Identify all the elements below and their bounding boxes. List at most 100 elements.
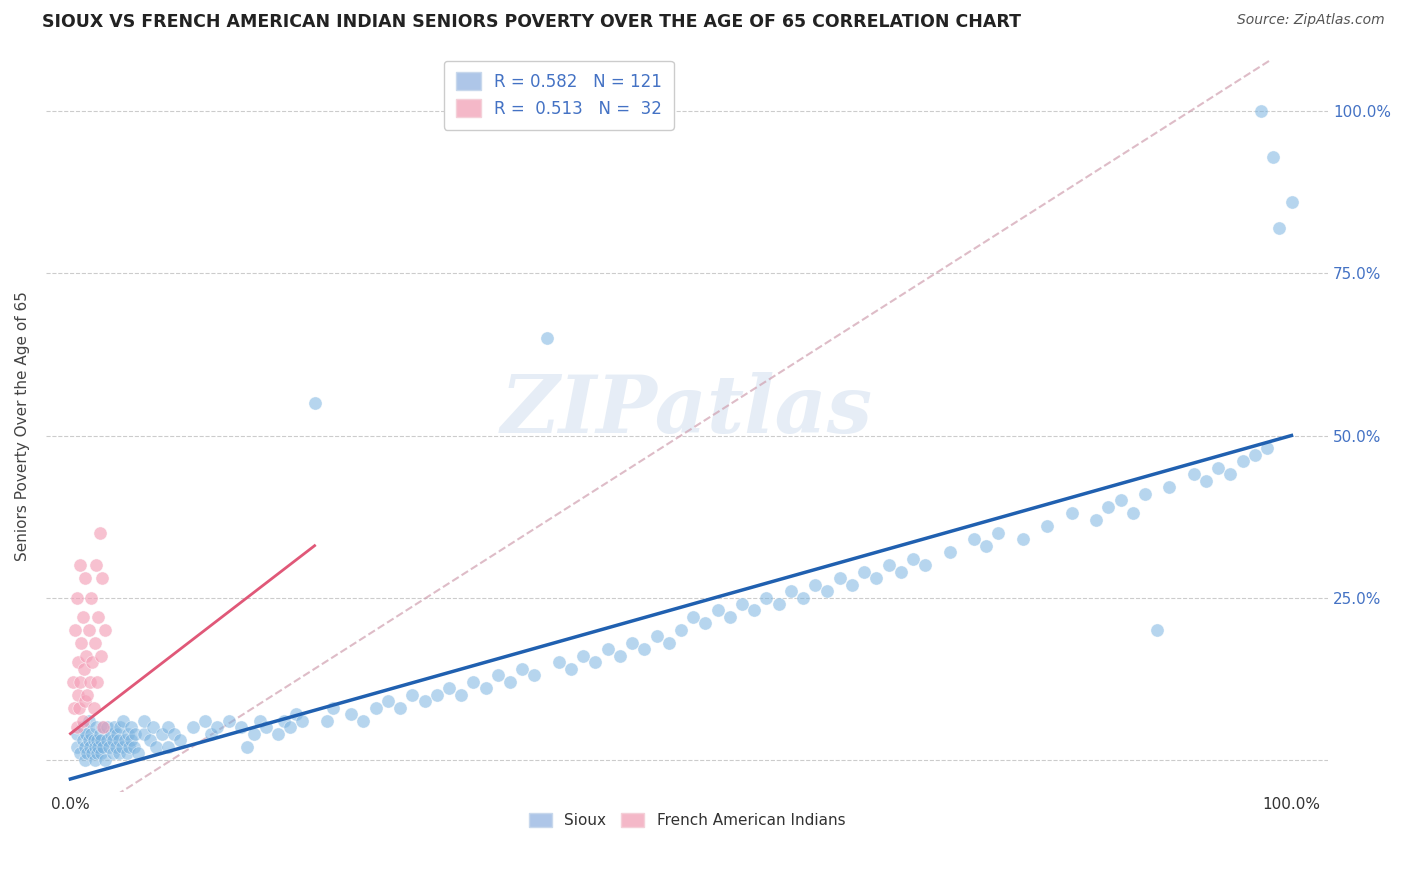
Point — [669, 623, 692, 637]
Point — [1097, 500, 1119, 514]
Point — [77, 714, 100, 728]
Point — [75, 726, 97, 740]
Point — [73, 662, 96, 676]
Point — [83, 739, 105, 754]
Point — [72, 610, 94, 624]
Point — [65, 591, 87, 605]
Point — [278, 720, 301, 734]
Point — [792, 591, 814, 605]
Point — [69, 674, 91, 689]
Point — [80, 591, 103, 605]
Point — [67, 700, 90, 714]
Point — [163, 726, 186, 740]
Point — [80, 726, 103, 740]
Point — [1122, 506, 1144, 520]
Point — [63, 700, 86, 714]
Point — [1250, 104, 1272, 119]
Point — [66, 656, 89, 670]
Point — [426, 688, 449, 702]
Point — [718, 610, 741, 624]
Point — [353, 714, 375, 728]
Point — [66, 688, 89, 702]
Point — [1159, 480, 1181, 494]
Point — [157, 739, 180, 754]
Point — [150, 726, 173, 740]
Point — [105, 726, 128, 740]
Point — [86, 733, 108, 747]
Point — [1219, 467, 1241, 482]
Point — [779, 584, 801, 599]
Point — [122, 739, 145, 754]
Point — [560, 662, 582, 676]
Point — [322, 700, 344, 714]
Point — [474, 681, 496, 696]
Point — [1109, 493, 1132, 508]
Point — [817, 584, 839, 599]
Point — [547, 656, 569, 670]
Point — [115, 746, 138, 760]
Point — [254, 720, 277, 734]
Point — [194, 714, 217, 728]
Point — [804, 577, 827, 591]
Text: Source: ZipAtlas.com: Source: ZipAtlas.com — [1237, 13, 1385, 28]
Point — [72, 714, 94, 728]
Point — [463, 674, 485, 689]
Y-axis label: Seniors Poverty Over the Age of 65: Seniors Poverty Over the Age of 65 — [15, 291, 30, 561]
Point — [93, 623, 115, 637]
Point — [118, 739, 141, 754]
Point — [682, 610, 704, 624]
Point — [401, 688, 423, 702]
Point — [486, 668, 509, 682]
Point — [742, 603, 765, 617]
Point — [963, 532, 986, 546]
Point — [1206, 461, 1229, 475]
Point — [523, 668, 546, 682]
Point — [93, 720, 115, 734]
Point — [79, 739, 101, 754]
Point — [93, 739, 115, 754]
Point — [108, 733, 131, 747]
Point — [768, 597, 790, 611]
Text: SIOUX VS FRENCH AMERICAN INDIAN SENIORS POVERTY OVER THE AGE OF 65 CORRELATION C: SIOUX VS FRENCH AMERICAN INDIAN SENIORS … — [42, 13, 1021, 31]
Point — [499, 674, 522, 689]
Point — [108, 746, 131, 760]
Point — [73, 571, 96, 585]
Point — [82, 746, 104, 760]
Point — [87, 739, 110, 754]
Point — [77, 623, 100, 637]
Point — [111, 739, 134, 754]
Point — [72, 733, 94, 747]
Point — [1133, 487, 1156, 501]
Point — [285, 707, 308, 722]
Point — [77, 733, 100, 747]
Point — [73, 753, 96, 767]
Point — [69, 558, 91, 573]
Point — [1182, 467, 1205, 482]
Point — [89, 525, 111, 540]
Point — [65, 739, 87, 754]
Point — [596, 642, 619, 657]
Point — [110, 720, 132, 734]
Point — [236, 739, 259, 754]
Point — [76, 688, 98, 702]
Point — [142, 720, 165, 734]
Point — [101, 733, 124, 747]
Point — [377, 694, 399, 708]
Point — [658, 636, 681, 650]
Point — [124, 726, 146, 740]
Point — [84, 720, 107, 734]
Point — [132, 714, 155, 728]
Point — [120, 720, 142, 734]
Point — [364, 700, 387, 714]
Point — [841, 577, 863, 591]
Point — [304, 396, 326, 410]
Point — [218, 714, 240, 728]
Point — [73, 694, 96, 708]
Point — [83, 733, 105, 747]
Point — [69, 746, 91, 760]
Point — [70, 636, 93, 650]
Point — [389, 700, 412, 714]
Point — [200, 726, 222, 740]
Point — [65, 720, 87, 734]
Point — [181, 720, 204, 734]
